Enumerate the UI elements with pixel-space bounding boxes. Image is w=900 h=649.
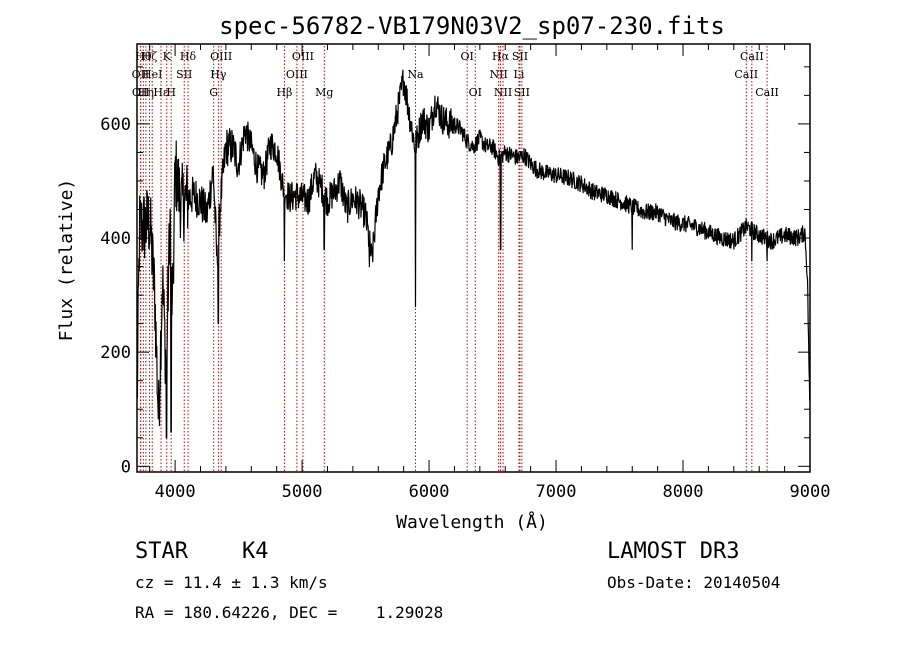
x-axis-label: Wavelength (Å) — [396, 511, 548, 533]
spectrum-layer — [136, 69, 811, 439]
x-tick-label: 7000 — [536, 482, 577, 502]
line-marker-label: G — [209, 86, 218, 99]
line-marker-label: SII — [514, 86, 530, 99]
line-marker-label: OIII — [286, 68, 308, 81]
line-marker-label: SII — [176, 68, 192, 81]
x-tick-label: 4000 — [155, 482, 196, 502]
line-marker-label: Hδ — [180, 50, 197, 63]
line-marker-label: NII — [489, 68, 507, 81]
line-marker-label: CaII — [734, 68, 758, 81]
line-marker-label: K — [163, 50, 172, 63]
coordinates-line: RA = 180.64226, DEC = 1.29028 — [135, 603, 444, 622]
line-marker-label: Hα — [492, 50, 510, 63]
x-tick-label: 9000 — [790, 482, 831, 502]
obs-date-line: Obs-Date: 20140504 — [607, 573, 781, 592]
line-marker-label: HeI — [142, 68, 162, 81]
y-tick-label: 400 — [100, 229, 131, 249]
line-marker-label: Li — [514, 68, 525, 81]
line-marker-label: OI — [460, 50, 473, 63]
line-marker-label: CaII — [740, 50, 764, 63]
line-marker-label: OIII — [292, 50, 314, 63]
redshift-line: cz = 11.4 ± 1.3 km/s — [135, 573, 328, 592]
x-tick-label: 5000 — [282, 482, 323, 502]
line-marker-label: Hε — [153, 86, 169, 99]
y-tick-label: 200 — [100, 343, 131, 363]
line-marker-label: Hζ — [142, 50, 158, 63]
y-tick-label: 600 — [100, 115, 131, 135]
line-marker-label: Hγ — [210, 68, 227, 81]
line-marker-label: OIII — [210, 50, 232, 63]
line-markers-layer: OIIOIIHθHηHζHeIHεKHSIIHδGHγOIIIHβOIIIOII… — [132, 46, 779, 471]
object-class: STAR — [135, 539, 188, 564]
line-marker-label: H — [166, 86, 176, 99]
spectral-subclass: K4 — [242, 539, 269, 564]
survey-label: LAMOST DR3 — [607, 539, 740, 564]
line-marker-label: OI — [469, 86, 482, 99]
axis-ticks-layer: 4000 5000 6000 7000 8000 9000 0 200 400 600 — [100, 44, 830, 502]
line-marker-label: NII — [494, 86, 512, 99]
line-marker-label: SII — [512, 50, 528, 63]
plot-frame — [136, 43, 811, 473]
line-marker-label: Na — [407, 68, 424, 81]
line-marker-label: Hη — [138, 86, 154, 99]
y-tick-label: 0 — [121, 457, 131, 477]
y-axis-label: Flux (relative) — [56, 179, 77, 342]
line-marker-label: Hβ — [276, 86, 292, 99]
x-tick-label: 8000 — [663, 482, 704, 502]
x-tick-label: 6000 — [409, 482, 450, 502]
line-marker-label: CaII — [755, 86, 779, 99]
chart-title: spec-56782-VB179N03V2_sp07-230.fits — [219, 12, 725, 40]
line-marker-label: Hθ — [135, 50, 152, 63]
line-marker-label: Mg — [315, 86, 333, 99]
spectrum-line — [136, 69, 811, 439]
